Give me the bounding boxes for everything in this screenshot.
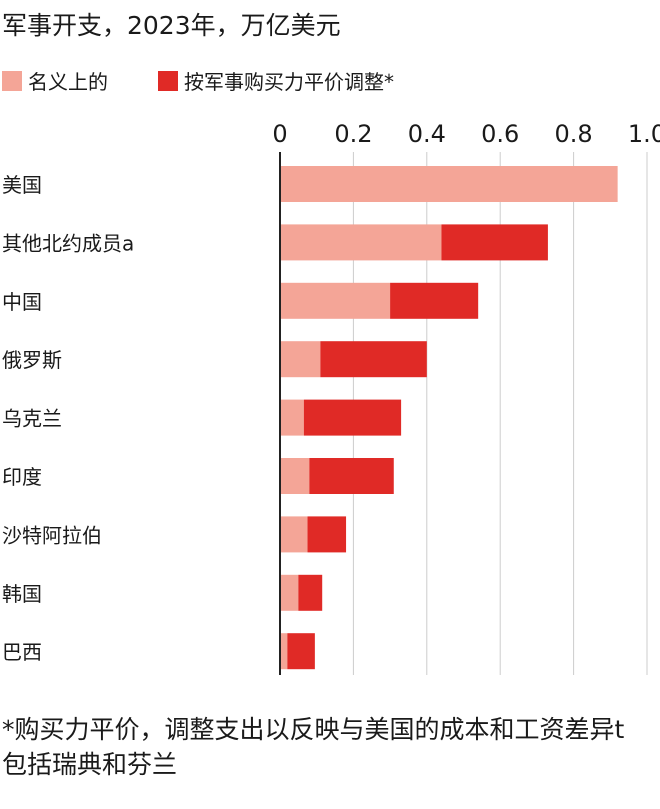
bar-nominal (280, 574, 299, 611)
bar-ppp (287, 633, 315, 670)
bar-ppp (320, 341, 427, 378)
bar-nominal (280, 399, 304, 436)
legend-swatch-ppp (158, 70, 178, 91)
bar-nominal (280, 282, 391, 319)
x-tick-label: 0.4 (408, 120, 446, 148)
bar-ppp (303, 399, 402, 436)
x-tick-label: 0.8 (555, 120, 593, 148)
bar-ppp (309, 458, 394, 494)
category-label: 俄罗斯 (2, 348, 62, 372)
category-label: 其他北约成员a (2, 231, 134, 255)
category-label: 巴西 (2, 640, 42, 664)
category-label: 美国 (2, 173, 42, 197)
bar-nominal (280, 341, 321, 378)
legend-item-nominal: 名义上的 (2, 66, 108, 95)
x-tick-label: 0.2 (334, 120, 372, 148)
bar-nominal (280, 458, 310, 494)
bar-ppp (441, 224, 548, 261)
category-label: 印度 (2, 465, 42, 489)
bar-nominal (280, 516, 308, 553)
bar-nominal (280, 166, 618, 202)
chart-title: 军事开支，2023年，万亿美元 (2, 11, 341, 40)
bar-ppp (390, 282, 479, 319)
x-tick-label: 1.0 (628, 120, 660, 148)
bar-nominal (280, 633, 288, 670)
legend-item-ppp: 按军事购买力平价调整* (158, 66, 394, 95)
legend-swatch-nominal (2, 70, 22, 91)
bar-ppp (307, 516, 347, 553)
x-tick-label: 0 (272, 120, 287, 148)
category-label: 乌克兰 (2, 407, 62, 431)
legend-label-nominal: 名义上的 (28, 70, 108, 94)
category-label: 韩国 (2, 582, 42, 606)
category-label: 沙特阿拉伯 (2, 523, 102, 547)
legend-label-ppp: 按军事购买力平价调整* (184, 70, 394, 94)
x-tick-label: 0.6 (481, 120, 519, 148)
footnote: *购买力平价，调整支出以反映与美国的成本和工资差异t包括瑞典和芬兰 (2, 715, 625, 779)
bar-ppp (298, 574, 323, 611)
bar-nominal (280, 224, 442, 261)
category-label: 中国 (2, 290, 42, 314)
